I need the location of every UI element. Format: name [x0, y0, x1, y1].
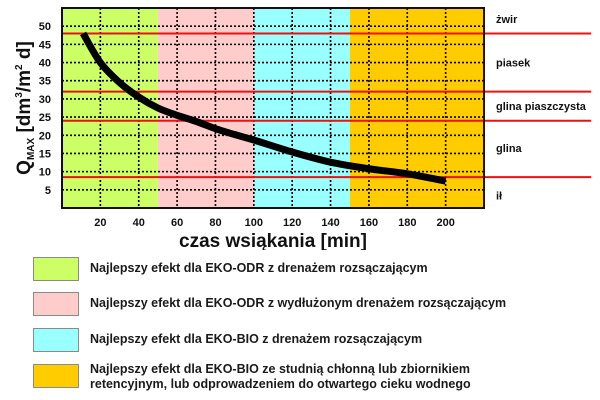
background-bands	[62, 8, 484, 208]
soil-label: ił	[496, 190, 502, 202]
x-tick-label: 200	[436, 217, 454, 229]
y-axis-label: QMAX [dm3/m2 d]	[14, 41, 37, 175]
x-axis-ticks: 20 40 60 80 100 120 140 160 180 200	[94, 217, 455, 229]
x-axis-label: czas wsiąkania [min]	[179, 231, 367, 250]
soil-label: glina	[496, 143, 523, 155]
soil-boundary-lines	[62, 32, 591, 179]
legend-item: Najlepszy efekt dla EKO-BIO ze studnią c…	[33, 362, 471, 392]
x-tick-label: 100	[245, 217, 263, 229]
y-tick-label: 30	[39, 94, 51, 106]
band-0	[62, 8, 158, 208]
y-axis-ticks: 5 10 15 20 25 30 35 40 45 50	[39, 21, 51, 197]
y-tick-label: 35	[39, 76, 51, 88]
soil-type-labels: żwir piasek glina piaszczysta glina ił	[496, 14, 587, 202]
y-tick-label: 5	[45, 185, 51, 197]
legend-label: Najlepszy efekt dla EKO-ODR z drenażem r…	[90, 261, 428, 275]
legend-swatch	[33, 328, 79, 352]
x-tick-label: 120	[283, 217, 301, 229]
legend-label: Najlepszy efekt dla EKO-BIO z drenażem r…	[90, 332, 423, 346]
legend-item: Najlepszy efekt dla EKO-ODR z wydłużonym…	[33, 292, 506, 316]
x-tick-label: 180	[398, 217, 416, 229]
y-tick-label: 40	[39, 58, 51, 70]
x-tick-label: 160	[360, 217, 378, 229]
legend-swatch	[33, 257, 79, 281]
x-tick-label: 40	[133, 217, 145, 229]
legend-swatch	[33, 364, 79, 388]
x-tick-label: 80	[209, 217, 221, 229]
qmax-curve	[80, 31, 447, 185]
y-tick-label: 50	[39, 21, 51, 33]
y-tick-label: 25	[39, 112, 51, 124]
legend-swatch	[33, 292, 79, 316]
soil-label: piasek	[496, 58, 531, 70]
y-tick-label: 15	[39, 148, 51, 160]
y-tick-label: 20	[39, 130, 51, 142]
x-tick-label: 60	[171, 217, 183, 229]
legend-label: Najlepszy efekt dla EKO-BIO ze studnią c…	[90, 362, 471, 391]
y-tick-label: 45	[39, 39, 51, 51]
plot-frame	[61, 7, 485, 209]
soil-label: żwir	[496, 14, 518, 26]
band-1	[157, 8, 254, 208]
legend-item: Najlepszy efekt dla EKO-ODR z drenażem r…	[33, 257, 428, 281]
grid-lines	[62, 8, 484, 208]
x-tick-label: 20	[94, 217, 106, 229]
chart: 5 10 15 20 25 30 35 40 45 50 20 40 60 80 100 120 140 160…	[14, 7, 591, 250]
x-tick-label: 140	[321, 217, 339, 229]
legend-label: Najlepszy efekt dla EKO-ODR z wydłużonym…	[90, 296, 507, 310]
soil-label: glina piaszczysta	[496, 101, 587, 113]
band-2	[253, 8, 350, 208]
y-tick-label: 10	[39, 167, 51, 179]
legend-item: Najlepszy efekt dla EKO-BIO z drenażem r…	[33, 328, 422, 352]
